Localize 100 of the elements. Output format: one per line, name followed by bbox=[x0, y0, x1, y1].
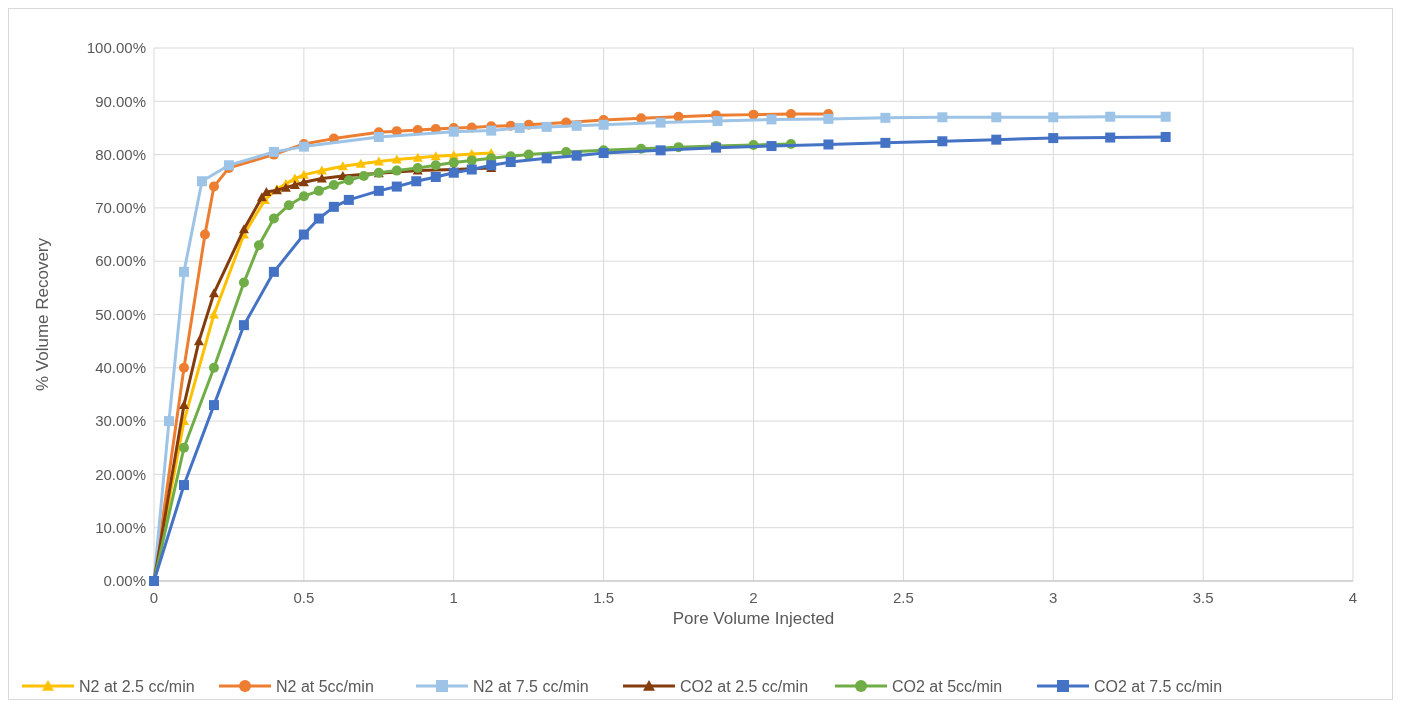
point bbox=[523, 149, 534, 160]
point bbox=[411, 176, 422, 187]
point bbox=[289, 179, 300, 189]
point bbox=[178, 480, 189, 491]
point bbox=[316, 165, 327, 175]
point bbox=[673, 111, 684, 122]
y-tick-label: 40.00% bbox=[95, 359, 146, 377]
y-tick-label: 0.00% bbox=[103, 572, 146, 590]
point bbox=[193, 336, 204, 346]
point bbox=[712, 116, 723, 127]
point bbox=[541, 153, 552, 164]
point bbox=[298, 177, 309, 187]
y-tick-label: 10.00% bbox=[95, 518, 146, 536]
point bbox=[655, 117, 666, 128]
point bbox=[430, 151, 441, 161]
point bbox=[991, 134, 1002, 145]
point bbox=[571, 150, 582, 161]
point bbox=[466, 155, 477, 166]
point bbox=[823, 113, 834, 124]
point bbox=[880, 112, 891, 123]
point bbox=[937, 112, 948, 123]
point bbox=[430, 160, 441, 171]
point bbox=[358, 170, 369, 181]
x-tick-label: 1.5 bbox=[593, 589, 615, 606]
y-tick-label: 20.00% bbox=[95, 465, 146, 483]
point bbox=[316, 173, 327, 183]
point bbox=[448, 126, 459, 137]
point bbox=[280, 182, 291, 192]
point bbox=[541, 121, 552, 132]
legend-label: CO2 at 2.5 cc/min bbox=[680, 677, 809, 695]
point bbox=[880, 137, 891, 148]
point bbox=[328, 201, 339, 212]
point bbox=[430, 171, 441, 182]
point bbox=[178, 442, 189, 453]
y-tick-label: 90.00% bbox=[95, 92, 146, 110]
y-tick-label: 100.00% bbox=[86, 39, 146, 57]
y-tick-label: 30.00% bbox=[95, 412, 146, 430]
point bbox=[178, 362, 189, 373]
point bbox=[208, 181, 219, 192]
point bbox=[448, 157, 459, 168]
x-tick-label: 0.5 bbox=[293, 589, 315, 606]
x-tick-label: 1 bbox=[449, 589, 458, 606]
point bbox=[253, 240, 264, 251]
point bbox=[391, 165, 402, 176]
point bbox=[1105, 111, 1116, 122]
point bbox=[991, 112, 1002, 123]
point bbox=[391, 154, 402, 164]
point bbox=[373, 156, 384, 166]
point bbox=[178, 400, 189, 410]
y-tick-label: 60.00% bbox=[95, 252, 146, 270]
point bbox=[313, 185, 324, 196]
point bbox=[343, 175, 354, 186]
point bbox=[238, 320, 249, 331]
point bbox=[298, 169, 309, 179]
point bbox=[448, 167, 459, 178]
point bbox=[766, 141, 777, 152]
legend-label: N2 at 5cc/min bbox=[276, 677, 374, 695]
point bbox=[208, 288, 219, 298]
legend-label: N2 at 2.5 cc/min bbox=[79, 677, 195, 695]
point bbox=[1160, 111, 1171, 122]
y-tick-label: 50.00% bbox=[95, 305, 146, 323]
point bbox=[298, 191, 309, 202]
point bbox=[412, 152, 423, 162]
point bbox=[1105, 132, 1116, 143]
y-axis-title: % Volume Recovery bbox=[33, 237, 52, 392]
point bbox=[199, 229, 210, 240]
point bbox=[283, 200, 294, 211]
point bbox=[355, 158, 366, 168]
point bbox=[178, 266, 189, 277]
point bbox=[163, 416, 174, 427]
point bbox=[823, 139, 834, 150]
point bbox=[298, 229, 309, 240]
point bbox=[505, 157, 516, 168]
point bbox=[598, 119, 609, 130]
point bbox=[655, 145, 666, 156]
point bbox=[486, 125, 497, 136]
point bbox=[571, 120, 582, 131]
legend-label: CO2 at 5cc/min bbox=[892, 677, 1003, 695]
point bbox=[766, 114, 777, 125]
point bbox=[373, 185, 384, 196]
x-tick-label: 4 bbox=[1348, 589, 1358, 606]
x-tick-label: 2.5 bbox=[892, 589, 914, 606]
point bbox=[337, 161, 348, 171]
point bbox=[196, 176, 207, 187]
y-tick-label: 80.00% bbox=[95, 145, 146, 163]
point bbox=[1160, 132, 1171, 143]
x-tick-label: 3 bbox=[1049, 589, 1058, 606]
point bbox=[391, 181, 402, 192]
x-tick-label: 3.5 bbox=[1192, 589, 1214, 606]
point bbox=[238, 224, 249, 234]
point bbox=[373, 132, 384, 143]
legend-label: N2 at 7.5 cc/min bbox=[473, 677, 589, 695]
point bbox=[466, 164, 477, 175]
point bbox=[1048, 112, 1059, 123]
point bbox=[208, 400, 219, 411]
point bbox=[328, 179, 339, 190]
point bbox=[514, 122, 525, 133]
point bbox=[937, 136, 948, 147]
point bbox=[208, 309, 219, 319]
point bbox=[343, 194, 354, 205]
